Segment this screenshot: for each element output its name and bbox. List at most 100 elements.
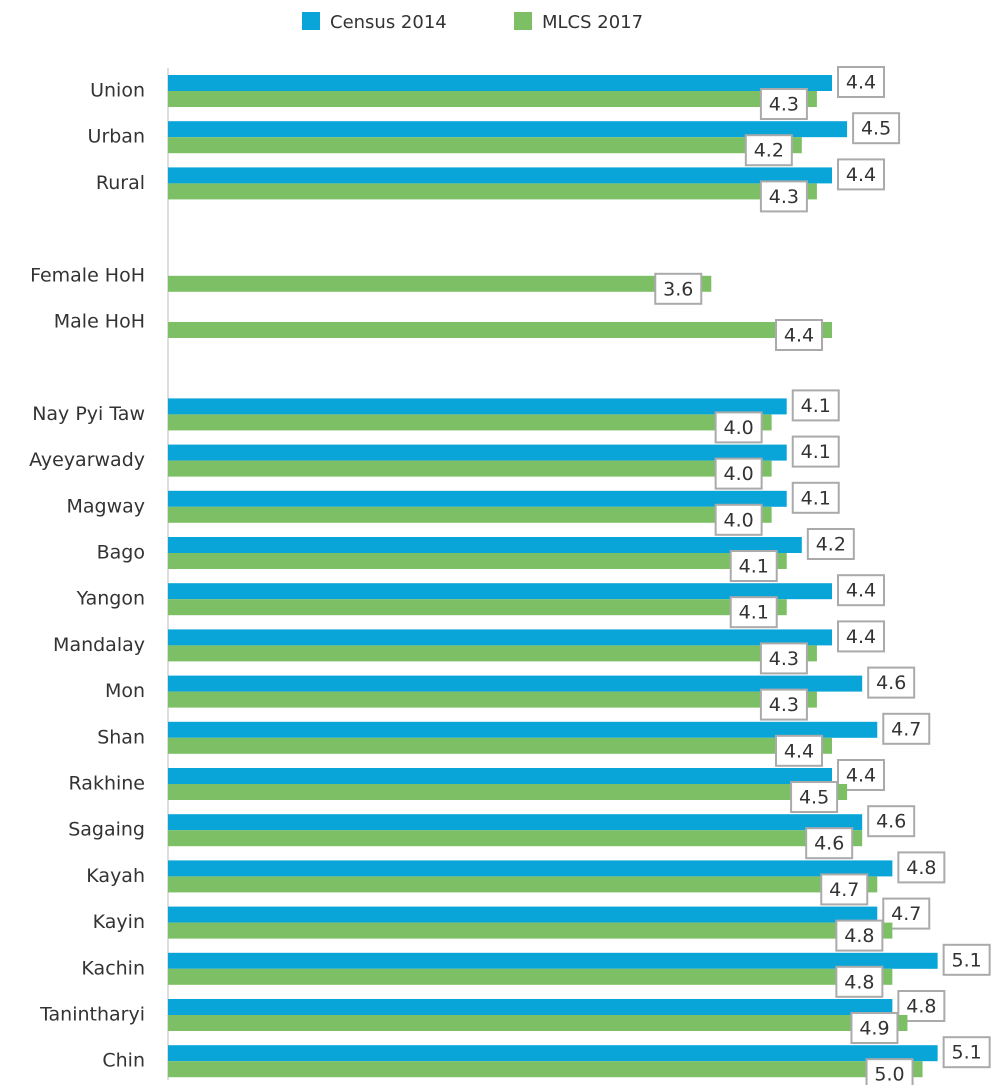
value-label: 4.0	[724, 463, 754, 485]
category-label: Sagaing	[68, 819, 145, 841]
value-label: 4.1	[739, 556, 769, 578]
value-label: 4.4	[846, 626, 876, 648]
category-label: Ayeyarwady	[29, 449, 145, 471]
bar	[168, 968, 893, 985]
category-label: Tanintharyi	[39, 1004, 145, 1026]
label-box	[791, 435, 840, 468]
bar	[168, 737, 832, 754]
legend-label: Census 2014	[330, 12, 447, 33]
value-label: 4.6	[876, 672, 906, 694]
label-box	[867, 805, 916, 838]
bar	[168, 599, 787, 616]
category-label: Mandalay	[53, 634, 145, 656]
legend-swatch	[514, 12, 532, 30]
bar	[168, 814, 863, 831]
label-box	[820, 873, 869, 906]
label-box	[882, 897, 931, 930]
bar	[168, 137, 802, 154]
label-box	[882, 712, 931, 745]
label-box	[867, 666, 916, 699]
category-label: Kachin	[81, 957, 145, 979]
value-label: 3.6	[663, 278, 693, 300]
value-label: 4.0	[724, 509, 754, 531]
value-label: 4.4	[846, 164, 876, 186]
label-box	[852, 112, 901, 145]
bar	[168, 691, 817, 708]
label-box	[714, 503, 763, 536]
label-box	[835, 919, 884, 952]
value-label: 4.4	[784, 325, 814, 347]
value-label: 4.5	[861, 118, 891, 140]
bar	[168, 645, 817, 662]
value-label: 4.1	[801, 441, 831, 463]
category-label: Union	[90, 80, 145, 102]
category-label: Kayin	[93, 911, 145, 933]
category-label: Yangon	[76, 588, 145, 610]
label-box	[775, 734, 823, 767]
value-label: 4.3	[769, 694, 799, 716]
bar	[168, 398, 787, 415]
value-label: 4.3	[769, 94, 799, 116]
value-label: 4.3	[769, 648, 799, 670]
bar	[168, 490, 787, 507]
bar	[168, 1015, 908, 1031]
bar	[168, 721, 878, 738]
category-label: Bago	[97, 542, 145, 564]
value-label: 4.3	[769, 186, 799, 208]
category-label: Female HoH	[30, 264, 145, 286]
label-box	[729, 596, 778, 629]
label-box	[942, 1036, 991, 1069]
value-label: 4.4	[784, 740, 814, 762]
value-label: 4.2	[816, 534, 846, 556]
value-label: 4.4	[846, 580, 876, 602]
legend-swatch	[302, 12, 320, 30]
value-label: 4.0	[724, 417, 754, 439]
category-label: Urban	[88, 126, 145, 148]
bar	[168, 167, 832, 184]
bar	[168, 906, 878, 923]
label-box	[759, 180, 808, 213]
bar	[168, 322, 832, 338]
label-box	[759, 642, 808, 675]
category-label: Male HoH	[54, 311, 145, 333]
label-box	[835, 965, 884, 998]
bar	[168, 876, 878, 893]
label-box	[942, 943, 991, 976]
label-box	[714, 411, 763, 444]
value-label: 4.4	[846, 765, 876, 787]
bar	[168, 768, 832, 784]
label-box	[897, 851, 946, 884]
value-label: 4.9	[859, 1018, 889, 1040]
category-label: Magway	[66, 495, 145, 517]
label-box	[714, 457, 763, 490]
bar	[168, 1061, 923, 1078]
value-label: 4.8	[906, 857, 936, 879]
bar	[168, 583, 832, 600]
label-box	[837, 620, 885, 653]
label-box	[865, 1058, 914, 1089]
value-label: 4.5	[799, 787, 829, 809]
value-label: 4.6	[876, 811, 906, 833]
label-box	[759, 88, 808, 120]
value-label: 4.8	[906, 996, 936, 1018]
label-box	[729, 550, 778, 582]
category-label: Mon	[105, 680, 145, 702]
bar	[168, 183, 817, 200]
bar	[168, 91, 817, 107]
bar	[168, 922, 893, 939]
value-label: 4.1	[739, 602, 769, 624]
label-box	[744, 134, 793, 167]
value-label: 4.7	[891, 718, 921, 740]
label-box	[790, 781, 839, 813]
value-label: 4.8	[844, 925, 874, 947]
category-label: Chin	[102, 1050, 145, 1072]
bar	[168, 506, 772, 523]
value-label: 4.7	[829, 879, 859, 901]
label-box	[837, 66, 885, 98]
category-label: Rural	[96, 172, 145, 194]
bar	[168, 75, 832, 91]
value-label: 4.8	[844, 971, 874, 993]
bar	[168, 537, 802, 553]
label-box	[837, 158, 885, 191]
bar	[168, 414, 772, 431]
